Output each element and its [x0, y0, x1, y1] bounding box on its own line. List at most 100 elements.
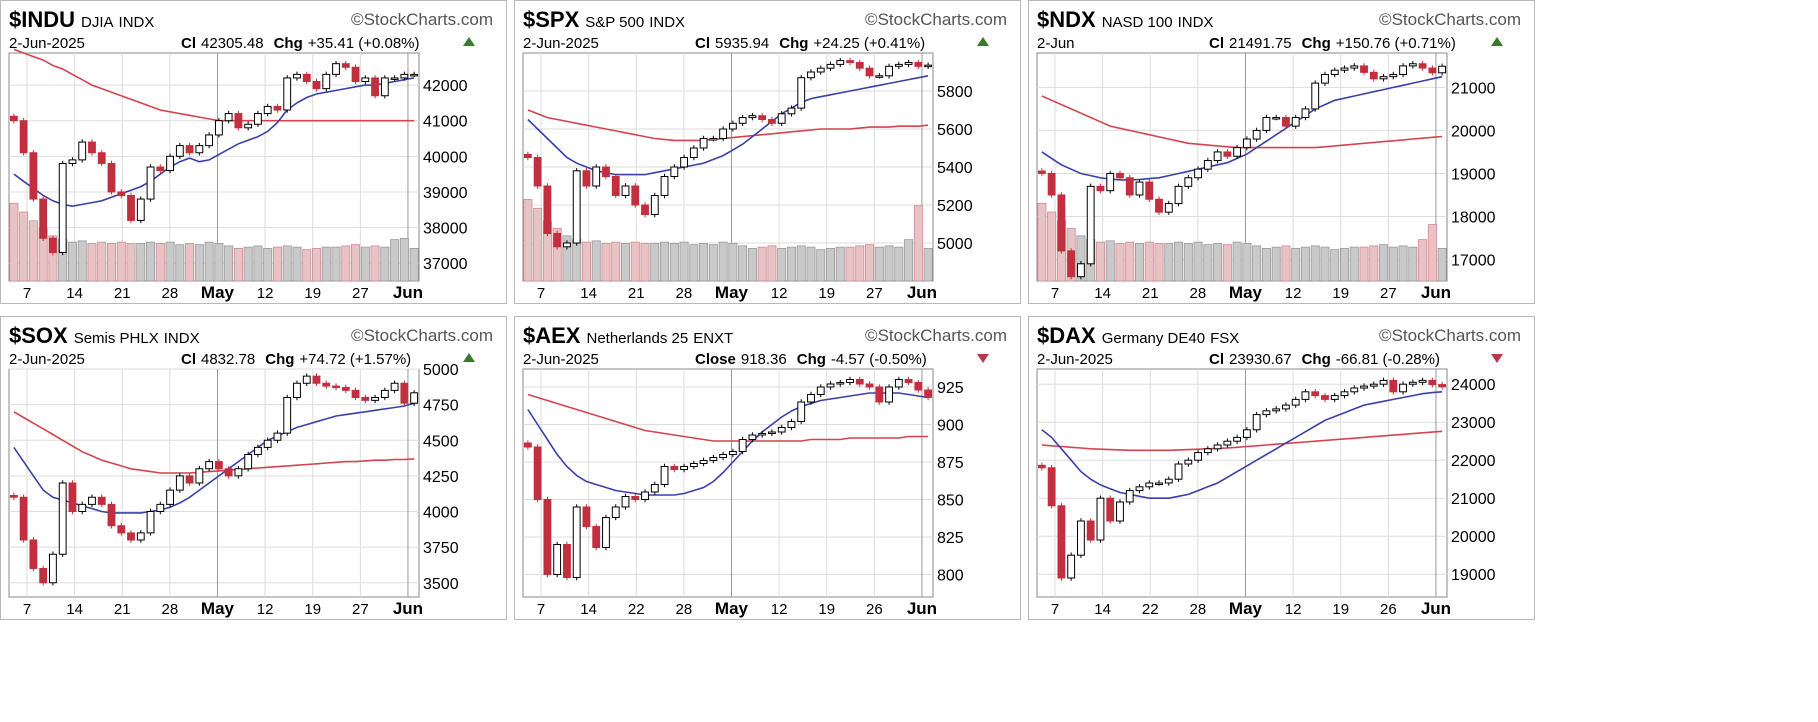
candle — [19, 496, 28, 541]
candle — [380, 389, 389, 398]
candle — [1184, 177, 1193, 187]
candle — [1272, 408, 1281, 412]
candle — [29, 539, 38, 569]
x-tick-label: 12 — [1285, 285, 1302, 302]
candle — [1408, 63, 1417, 67]
symbol-label: $DAX — [1037, 323, 1096, 348]
close-label: Cl — [695, 35, 710, 52]
volume-bar — [165, 241, 175, 282]
candle — [49, 553, 57, 584]
candle — [1096, 185, 1105, 192]
candle — [390, 77, 399, 80]
brand-label: ©StockCharts.com — [351, 326, 493, 345]
candle — [748, 434, 757, 440]
x-tick-label: 14 — [66, 285, 83, 302]
candle — [244, 454, 253, 470]
candle — [1321, 74, 1329, 84]
volume-bar — [399, 237, 409, 282]
candle — [621, 496, 630, 508]
candle — [234, 113, 243, 129]
candle — [234, 468, 243, 477]
x-tick-label: 22 — [1142, 601, 1159, 618]
candle — [410, 73, 419, 77]
exchange-label: FSX — [1210, 330, 1239, 347]
volume-bar — [825, 247, 835, 282]
candle — [1311, 391, 1320, 397]
volume-bar — [321, 246, 331, 282]
candle — [341, 63, 350, 68]
y-tick-label: 875 — [937, 455, 964, 472]
candle — [175, 145, 184, 157]
y-tick-label: 40000 — [423, 149, 468, 166]
close-value: 4832.78 — [201, 351, 255, 368]
candle — [1037, 464, 1046, 469]
candle — [846, 60, 854, 63]
chart-1: $SPX S&P 500 INDX ©StockCharts.com 2-Jun-202… — [522, 7, 1007, 302]
date-label: 2-Jun-2025 — [523, 351, 599, 368]
chart-2: $NDX NASD 100 INDX ©StockCharts.com 2-Jun Cl 2… — [1036, 7, 1521, 302]
index-name: DJIA — [81, 14, 114, 31]
candle — [553, 544, 562, 575]
volume-bar — [591, 240, 601, 282]
index-name: Germany DE40 — [1102, 330, 1205, 347]
y-tick-label: 38000 — [423, 221, 468, 238]
volume-bar — [1164, 242, 1174, 282]
y-tick-label: 825 — [937, 530, 964, 547]
volume-bar — [1193, 241, 1203, 282]
brand-label: ©StockCharts.com — [351, 10, 493, 29]
brand-label: ©StockCharts.com — [1379, 326, 1521, 345]
candle — [88, 141, 96, 154]
candle — [1233, 436, 1242, 442]
volume-bar — [1359, 246, 1369, 282]
candle — [380, 77, 389, 97]
date-label: 2-Jun-2025 — [523, 35, 599, 52]
brand-label: ©StockCharts.com — [865, 326, 1007, 345]
volume-bar — [1203, 244, 1213, 282]
chart-panel-spx: $SPX S&P 500 INDX ©StockCharts.com 2-Jun-202… — [514, 0, 1021, 304]
exchange-label: ENXT — [693, 330, 733, 347]
volume-bar — [874, 246, 884, 282]
x-tick-label: 21 — [1142, 285, 1159, 302]
candle — [1057, 505, 1066, 579]
volume-bar — [1427, 224, 1437, 282]
volume-bar — [1125, 241, 1135, 282]
candle — [875, 75, 884, 78]
volume-bar — [1174, 241, 1184, 282]
y-tick-label: 5800 — [937, 84, 973, 101]
volume-bar — [738, 245, 748, 282]
volume-bar — [1135, 242, 1145, 282]
candle — [39, 568, 48, 584]
candle — [254, 113, 262, 125]
candle — [650, 484, 659, 493]
candle — [894, 63, 903, 67]
candle — [611, 176, 620, 196]
candle — [846, 379, 854, 383]
quote-line: Cl 42305.48 Chg +35.41 (+0.08%) — [181, 35, 420, 52]
candle — [533, 446, 542, 500]
candle — [1125, 490, 1134, 503]
close-label: Cl — [1209, 35, 1224, 52]
volume-bar — [757, 246, 767, 282]
volume-bar — [1330, 249, 1340, 282]
candle — [1184, 459, 1193, 465]
chg-label: Chg — [1302, 35, 1331, 52]
candle — [1057, 194, 1066, 252]
volume-bar — [1349, 246, 1359, 282]
candle — [787, 107, 796, 115]
volume-bar — [1281, 245, 1291, 282]
candle — [641, 491, 649, 500]
candle — [621, 185, 630, 196]
x-tick-label: 27 — [352, 601, 369, 618]
candle — [660, 466, 669, 485]
chart-panel-indu: $INDU DJIA INDX ©StockCharts.com 2-Jun-2025 C… — [0, 0, 507, 304]
chart-panel-dax: $DAX Germany DE40 FSX ©StockCharts.com 2-Jun… — [1028, 316, 1535, 620]
x-tick-label: 27 — [866, 285, 883, 302]
candle — [371, 397, 379, 401]
volume-bar — [1047, 211, 1057, 282]
volume-bar — [1076, 235, 1086, 282]
candle — [1213, 151, 1222, 162]
candle — [592, 526, 601, 548]
volume-bar — [669, 242, 679, 282]
candle — [1301, 108, 1310, 119]
candle — [1047, 172, 1056, 196]
